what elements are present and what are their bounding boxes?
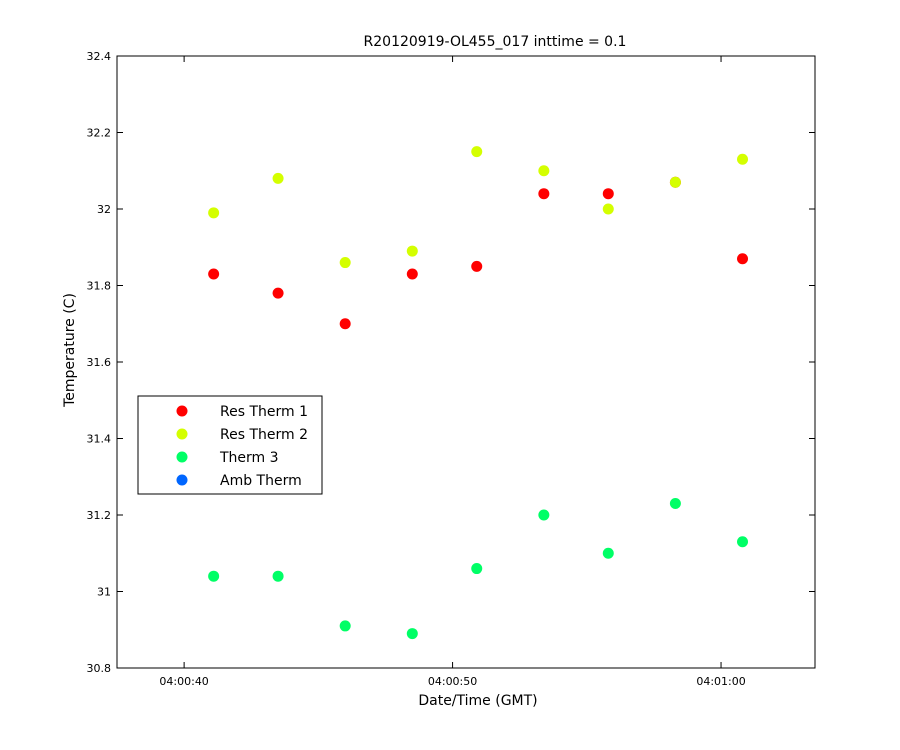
- data-point-res-therm-1: [471, 260, 483, 272]
- data-point-res-therm-2: [538, 165, 550, 177]
- y-axis: 30.8 31 31.2 31.4 31.6 31.8 32 32.2 32.4: [87, 50, 815, 675]
- x-tick-label: 04:01:00: [696, 675, 745, 688]
- data-point-therm-3: [406, 628, 418, 640]
- data-point-res-therm-1: [538, 188, 550, 200]
- data-point-res-therm-2: [272, 172, 284, 184]
- data-point-res-therm-1: [737, 253, 749, 265]
- y-tick-label: 32.2: [87, 127, 112, 140]
- data-point-therm-3: [538, 509, 550, 521]
- data-point-res-therm-1: [208, 268, 220, 280]
- data-point-res-therm-1: [272, 287, 284, 299]
- y-tick-label: 31.8: [87, 280, 112, 293]
- y-tick-label: 32.4: [87, 50, 112, 63]
- y-tick-label: 32: [97, 203, 111, 216]
- x-tick-label: 04:00:50: [428, 675, 477, 688]
- x-axis-title: Date/Time (GMT): [418, 693, 537, 709]
- legend-marker-res-therm-1: [176, 405, 188, 417]
- legend-box: [137, 395, 323, 495]
- data-point-therm-3: [471, 563, 483, 575]
- legend-marker-therm-3: [176, 451, 188, 463]
- data-point-res-therm-2: [208, 207, 220, 219]
- data-point-res-therm-2: [669, 176, 681, 188]
- y-tick-label: 31: [97, 586, 111, 599]
- data-point-res-therm-2: [406, 245, 418, 257]
- legend-label: Res Therm 1: [220, 404, 308, 420]
- data-point-res-therm-1: [339, 318, 351, 330]
- data-point-res-therm-2: [471, 146, 483, 158]
- y-tick-label: 31.6: [87, 356, 112, 369]
- legend-label: Amb Therm: [220, 473, 302, 489]
- y-axis-title: Temperature (C): [62, 293, 78, 408]
- data-point-therm-3: [208, 570, 220, 582]
- legend-marker-res-therm-2: [176, 428, 188, 440]
- data-point-res-therm-2: [602, 203, 614, 215]
- plot-area: [116, 55, 816, 669]
- x-tick-label: 04:00:40: [159, 675, 208, 688]
- data-point-therm-3: [737, 536, 749, 548]
- data-point-res-therm-2: [339, 257, 351, 269]
- data-point-res-therm-2: [737, 153, 749, 165]
- y-tick-label: 30.8: [87, 662, 112, 675]
- chart-title: R20120919-OL455_017 inttime = 0.1: [364, 34, 627, 50]
- data-point-therm-3: [272, 570, 284, 582]
- data-point-therm-3: [339, 620, 351, 632]
- legend: Res Therm 1 Res Therm 2 Therm 3 Amb Therm: [137, 395, 323, 495]
- legend-label: Therm 3: [219, 450, 279, 466]
- y-tick-label: 31.4: [87, 433, 112, 446]
- data-point-therm-3: [669, 498, 681, 510]
- x-axis: 04:00:40 04:00:50 04:01:00: [159, 56, 746, 688]
- data-point-therm-3: [602, 547, 614, 559]
- legend-marker-amb-therm: [176, 474, 188, 486]
- legend-label: Res Therm 2: [220, 427, 308, 443]
- data-point-res-therm-1: [602, 188, 614, 200]
- data-points: [208, 146, 749, 640]
- y-tick-label: 31.2: [87, 509, 112, 522]
- data-point-res-therm-1: [406, 268, 418, 280]
